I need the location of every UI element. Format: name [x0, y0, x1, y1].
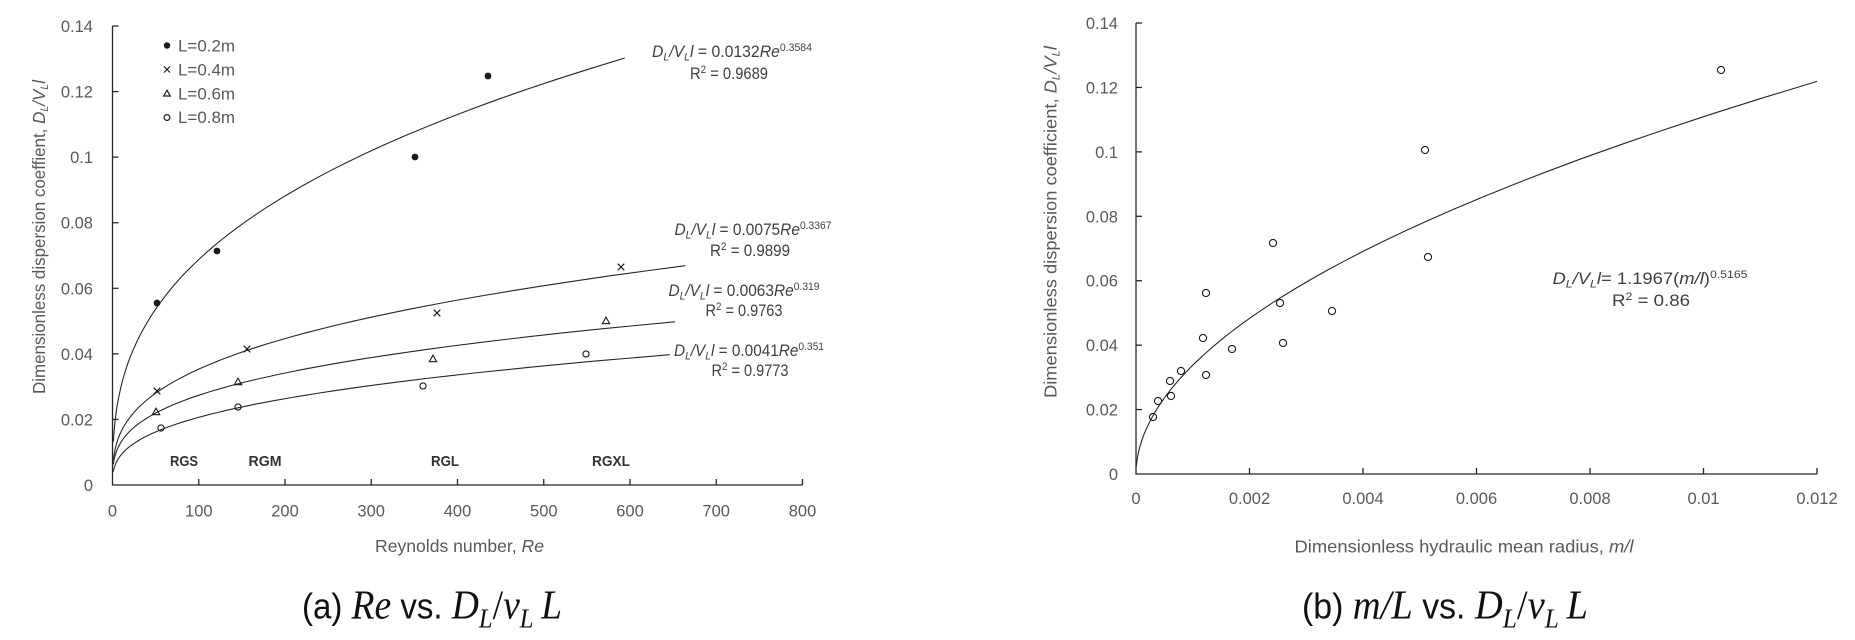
- svg-text:200: 200: [271, 503, 299, 521]
- svg-text:L=0.2m: L=0.2m: [178, 37, 235, 56]
- svg-text:0.01: 0.01: [1687, 490, 1719, 508]
- svg-text:0.006: 0.006: [1456, 490, 1497, 508]
- svg-text:100: 100: [185, 503, 213, 521]
- svg-text:L=0.4m: L=0.4m: [178, 60, 235, 79]
- svg-text:0: 0: [108, 503, 117, 521]
- svg-text:R2 = 0.9689: R2 = 0.9689: [690, 64, 768, 83]
- svg-text:Reynolds number, Re: Reynolds number, Re: [375, 536, 544, 556]
- svg-text:800: 800: [789, 503, 817, 521]
- svg-text:0.04: 0.04: [1086, 337, 1118, 355]
- svg-text:(a) Re vs. DL/vL L: (a) Re vs. DL/vL L: [302, 582, 562, 634]
- svg-text:500: 500: [530, 503, 558, 521]
- svg-text:0.12: 0.12: [61, 84, 93, 102]
- svg-text:0: 0: [1109, 466, 1118, 484]
- svg-text:DL/VLl = 0.0075Re0.3367: DL/VLl = 0.0075Re0.3367: [675, 220, 832, 242]
- svg-text:RGM: RGM: [249, 453, 282, 470]
- svg-text:R2 = 0.9763: R2 = 0.9763: [706, 301, 783, 320]
- svg-text:0.14: 0.14: [1086, 15, 1118, 33]
- svg-text:DL/VLl = 0.0041Re0.351: DL/VLl = 0.0041Re0.351: [674, 341, 824, 363]
- svg-text:R2 = 0.86: R2 = 0.86: [1612, 291, 1690, 310]
- svg-text:(b) m/L vs. DL/vL L: (b) m/L vs. DL/vL L: [1302, 582, 1588, 634]
- svg-text:600: 600: [616, 503, 644, 521]
- svg-text:0.002: 0.002: [1229, 490, 1270, 508]
- svg-text:0.12: 0.12: [1086, 79, 1118, 97]
- svg-text:0.08: 0.08: [1086, 208, 1118, 226]
- svg-text:Dimensionless dispersion coeff: Dimensionless dispersion coeffient, DL/V…: [29, 79, 51, 394]
- svg-text:0.004: 0.004: [1342, 490, 1383, 508]
- svg-text:0.02: 0.02: [1086, 402, 1118, 420]
- svg-text:L=0.8m: L=0.8m: [178, 108, 235, 127]
- svg-text:0.06: 0.06: [61, 280, 93, 298]
- svg-text:0: 0: [1131, 490, 1140, 508]
- svg-text:0.04: 0.04: [61, 346, 93, 364]
- svg-text:R2 = 0.9899: R2 = 0.9899: [710, 241, 790, 260]
- svg-text:0.14: 0.14: [61, 18, 93, 36]
- svg-text:L=0.6m: L=0.6m: [178, 84, 235, 103]
- svg-text:DL/VLl = 0.0132Re0.3584: DL/VLl = 0.0132Re0.3584: [652, 42, 812, 64]
- svg-text:0.06: 0.06: [1086, 273, 1118, 291]
- svg-text:RGXL: RGXL: [592, 453, 630, 470]
- svg-text:R2 = 0.9773: R2 = 0.9773: [712, 361, 789, 380]
- svg-text:0.02: 0.02: [61, 411, 93, 429]
- svg-text:300: 300: [357, 503, 385, 521]
- svg-text:0.012: 0.012: [1796, 490, 1837, 508]
- svg-text:RGL: RGL: [431, 453, 459, 470]
- svg-text:0: 0: [84, 477, 93, 495]
- svg-text:400: 400: [444, 503, 472, 521]
- svg-text:0.008: 0.008: [1569, 490, 1610, 508]
- svg-text:DL/VLl = 0.0063Re0.319: DL/VLl = 0.0063Re0.319: [669, 281, 820, 303]
- svg-text:RGS: RGS: [170, 453, 198, 470]
- svg-text:Dimensionless dispersion coeff: Dimensionless dispersion coefficient, DL…: [1041, 45, 1063, 398]
- svg-text:Dimensionless hydraulic mean r: Dimensionless hydraulic mean radius, m/l: [1295, 537, 1635, 557]
- svg-text:0.1: 0.1: [70, 149, 93, 167]
- svg-text:DL/VLl= 1.1967(m/l)0.5165: DL/VLl= 1.1967(m/l)0.5165: [1553, 269, 1748, 291]
- svg-text:700: 700: [702, 503, 730, 521]
- svg-text:0.08: 0.08: [61, 215, 93, 233]
- svg-text:0.1: 0.1: [1095, 144, 1118, 162]
